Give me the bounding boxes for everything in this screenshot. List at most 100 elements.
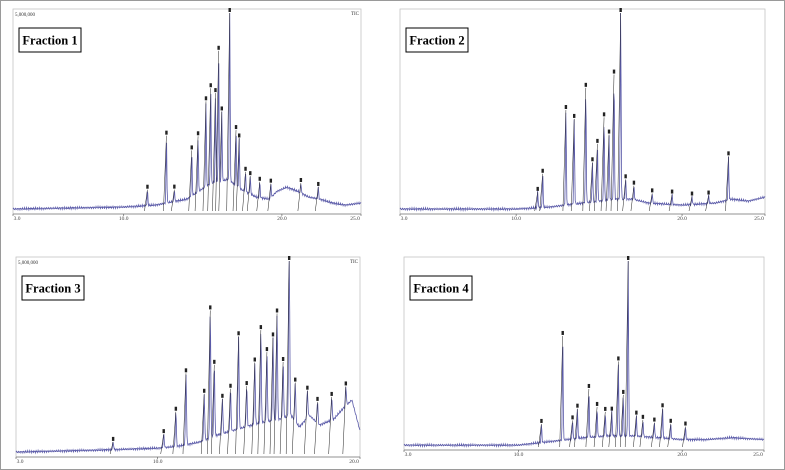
panel-3-peak-marker xyxy=(251,362,256,455)
panel-2-peak-label xyxy=(596,138,599,143)
panel-4-peak-marker xyxy=(559,335,563,448)
panel-4-peak-marker xyxy=(651,422,655,448)
panel-2-peak-label xyxy=(727,151,730,156)
panel-2-peak-label xyxy=(541,168,544,173)
panel-1-peak-marker xyxy=(297,182,302,212)
panel-3-peak-label xyxy=(209,305,212,310)
panel-1-peak-label xyxy=(249,171,252,176)
panel-1-tick-label: 3.0 xyxy=(14,216,21,222)
panel-1-peak-label xyxy=(190,145,193,150)
panel-2-peak-label xyxy=(591,157,594,162)
panel-4-tick-label: 3.0 xyxy=(405,452,412,458)
panel-3-peak-label xyxy=(259,325,263,330)
panel-3-peak-label xyxy=(344,381,348,386)
panel-2-peak-label xyxy=(690,191,694,196)
panel-2-peak-marker xyxy=(570,118,575,212)
panel-2-peak-marker xyxy=(589,162,593,212)
panel-1-peak-marker xyxy=(235,138,240,212)
panel-2-peak-label xyxy=(619,8,622,12)
panel-2-peak-marker xyxy=(594,143,598,212)
panel-4-peak-marker xyxy=(569,420,573,448)
panel-2-tic-trace xyxy=(399,12,766,212)
panel-1-peak-marker xyxy=(171,189,175,212)
panel-3-peak-marker xyxy=(328,396,332,455)
panel-4-peak-marker xyxy=(682,426,686,448)
panel-4-tic-trace xyxy=(403,260,765,449)
panel-4-peak-label xyxy=(604,406,607,411)
panel-3-peak-marker xyxy=(109,441,114,455)
panel-1-peak-marker xyxy=(212,93,216,212)
panel-1-peak-marker xyxy=(194,136,199,212)
panel-3-peak-label xyxy=(202,388,206,393)
panel-1-peak-label xyxy=(165,130,168,135)
panel-4-label: Fraction 4 xyxy=(413,282,469,296)
panel-4-peak-marker xyxy=(585,388,590,448)
panel-1-peak-marker xyxy=(207,88,211,212)
panel-2-peak-marker xyxy=(539,173,543,212)
panel-4-peak-label xyxy=(561,330,564,335)
panel-3-peak-marker xyxy=(200,393,205,455)
panel-2-peak-label xyxy=(584,82,588,87)
panel-3-peak-marker xyxy=(291,382,296,455)
panel-4-tick-label: 20.0 xyxy=(677,452,687,458)
panel-4-peak-marker xyxy=(624,260,629,448)
panel-3-tic-trace xyxy=(15,260,361,455)
panel-2-peak-marker xyxy=(617,12,621,212)
panel-3-peak-marker xyxy=(273,313,278,455)
panel-2-tick-label: 20.0 xyxy=(677,216,687,222)
panel-4-peak-label xyxy=(641,414,645,419)
panel-3-peak-marker xyxy=(160,434,164,455)
panel-3-peak-label xyxy=(306,385,309,390)
panel-3-peak-label xyxy=(271,332,275,337)
panel-4-peak-marker xyxy=(667,423,671,448)
panel-4-peak-marker xyxy=(574,408,578,448)
panel-1-peak-label xyxy=(299,177,303,182)
panel-1-peak-marker xyxy=(202,101,207,212)
panel-2-peak-marker xyxy=(668,194,673,212)
panel-2-peak-marker xyxy=(688,196,693,212)
panel-4-peak-marker xyxy=(639,419,644,448)
panel-1-peak-marker xyxy=(267,183,272,212)
panel-2-label-box xyxy=(405,27,469,53)
panel-3-peak-marker xyxy=(172,411,177,455)
panel-2-peak-marker xyxy=(562,110,567,212)
panel-3-peak-label xyxy=(111,436,115,441)
panel-4-peak-marker xyxy=(593,406,598,448)
panel-2-peak-label xyxy=(536,186,539,191)
panel-1-peak-marker xyxy=(315,186,319,212)
panel-4-peak-label xyxy=(595,401,599,406)
panel-2-peak-label xyxy=(650,188,654,193)
panel-1-tic-label: TIC xyxy=(351,12,360,17)
panel-2-tick-label: 10.0 xyxy=(511,216,521,222)
panel-3-peak-marker xyxy=(211,364,215,455)
panel-3-peak-label xyxy=(281,357,285,362)
panel-3-peak-marker xyxy=(207,310,211,455)
panel-4-peak-label xyxy=(626,256,630,260)
panel-1-peak-marker xyxy=(226,12,230,212)
panel-3-peak-marker xyxy=(182,373,187,455)
panel-1-peak-marker xyxy=(256,181,261,212)
panel-4-peak-label xyxy=(571,415,574,420)
panel-3-peak-label xyxy=(245,381,248,386)
panel-4-peak-label xyxy=(684,421,687,426)
panel-1-peak-label xyxy=(244,166,247,171)
panel-3-tick-label: 10.0 xyxy=(153,459,163,465)
panel-4-peak-label xyxy=(540,418,543,423)
panel-1-label-box xyxy=(18,27,82,53)
panel-4-peak-marker xyxy=(608,411,613,448)
panel-3-peak-marker xyxy=(285,260,290,455)
panel-2-peak-marker xyxy=(600,117,605,212)
panel-3-peak-label xyxy=(174,406,178,411)
panel-2-peak-marker xyxy=(534,191,538,212)
panel-3-peak-marker xyxy=(257,330,262,455)
panel-1-peak-label xyxy=(196,131,200,136)
panel-3-peak-label xyxy=(229,383,232,388)
panel-1-peak-label xyxy=(209,83,212,88)
panel-2-peak-label xyxy=(670,189,674,194)
panel-1-peak-label xyxy=(220,106,223,111)
panel-4-label-box xyxy=(409,275,473,301)
panel-1-scale-label: 5,000,000 xyxy=(15,13,36,18)
panel-1-peak-label xyxy=(204,96,208,101)
panel-4-peak-label xyxy=(669,418,672,423)
